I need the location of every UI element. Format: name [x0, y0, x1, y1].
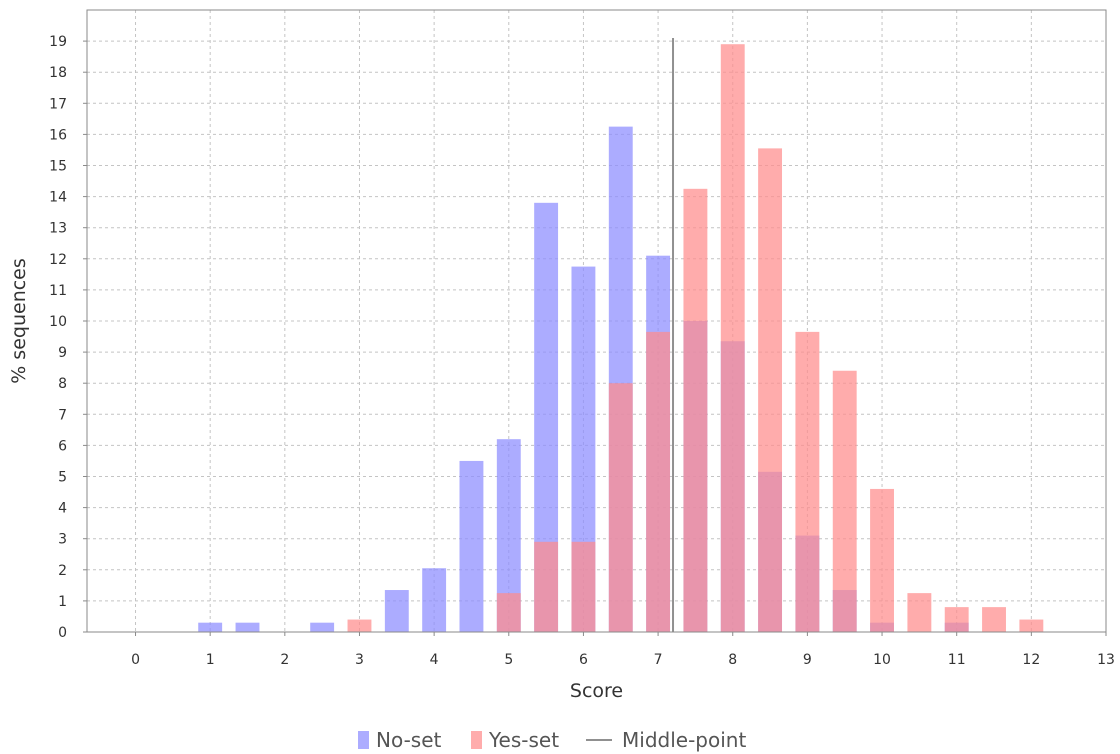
x-tick-label: 1: [206, 652, 215, 668]
y-tick-label: 4: [58, 501, 67, 517]
yes-set-bar: [870, 488, 894, 632]
y-tick-label: 13: [49, 221, 67, 237]
no-set-bar: [496, 439, 521, 632]
yes-set-bar: [758, 148, 783, 632]
yes-set-bar: [1019, 619, 1044, 632]
grid-lines: [87, 10, 1107, 633]
yes-set-bar: [571, 541, 596, 632]
y-tick-label: 16: [49, 127, 67, 143]
y-tick-label: 3: [58, 532, 67, 548]
x-tick-label: 11: [948, 652, 966, 668]
legend-label-middle-point: Middle-point: [622, 728, 746, 752]
yes-set-bar: [907, 593, 932, 632]
legend-label-yes-set: Yes-set: [488, 728, 559, 752]
yes-set-bar: [795, 331, 820, 632]
x-tick-label: 10: [873, 652, 891, 668]
x-tick-label: 6: [579, 652, 588, 668]
x-tick-label: 5: [504, 652, 513, 668]
yes-set-bar: [832, 370, 857, 632]
no-set-bar: [235, 622, 260, 632]
yes-set-bar: [534, 541, 559, 632]
y-tick-label: 10: [49, 314, 67, 330]
x-tick-label: 13: [1097, 652, 1115, 668]
x-tick-label: 9: [803, 652, 812, 668]
y-tick-label: 11: [49, 283, 67, 299]
yes-set-bar: [496, 593, 521, 632]
x-tick-label: 12: [1022, 652, 1040, 668]
legend-label-no-set: No-set: [376, 728, 442, 752]
no-set-bar: [534, 202, 559, 632]
y-tick-label: 18: [49, 65, 67, 81]
no-set-bar: [459, 460, 484, 632]
y-tick-label: 9: [58, 345, 67, 361]
y-tick-label: 12: [49, 252, 67, 268]
y-tick-label: 2: [58, 563, 67, 579]
y-tick-label: 15: [49, 159, 67, 175]
y-axis-label: % sequences: [8, 258, 30, 384]
y-tick-label: 6: [58, 438, 67, 454]
no-set-bar: [310, 622, 335, 632]
yes-set-bar: [646, 331, 671, 632]
x-tick-label: 8: [728, 652, 737, 668]
x-axis-ticks: 0 1 2 3 4 5 6 7 8 9 10 11 12 13: [131, 632, 1115, 668]
x-tick-label: 2: [280, 652, 289, 668]
yes-set-bars: [347, 44, 1044, 632]
legend-swatch-no-set: [358, 731, 369, 749]
y-tick-label: 0: [58, 625, 67, 641]
no-set-bar: [198, 622, 223, 632]
x-tick-label: 4: [430, 652, 439, 668]
y-tick-label: 14: [49, 190, 67, 206]
yes-set-bar: [683, 188, 708, 632]
legend-swatch-yes-set: [471, 731, 482, 749]
yes-set-bar: [608, 383, 633, 632]
no-set-bar: [422, 568, 447, 632]
no-set-bar: [571, 266, 596, 632]
x-tick-label: 0: [131, 652, 140, 668]
legend: No-set Yes-set Middle-point: [358, 728, 746, 752]
yes-set-bar: [720, 44, 745, 632]
yes-set-bar: [944, 607, 969, 632]
y-tick-label: 1: [58, 594, 67, 610]
y-tick-label: 19: [49, 34, 67, 50]
y-tick-label: 7: [58, 407, 67, 423]
y-tick-label: 5: [58, 470, 67, 486]
x-axis-label: Score: [570, 680, 623, 702]
y-tick-label: 8: [58, 376, 67, 392]
yes-set-bar: [982, 607, 1006, 632]
yes-set-bar: [347, 619, 372, 632]
no-set-bar: [384, 590, 409, 632]
x-tick-label: 7: [654, 652, 663, 668]
x-tick-label: 3: [355, 652, 364, 668]
y-tick-label: 17: [49, 96, 67, 112]
